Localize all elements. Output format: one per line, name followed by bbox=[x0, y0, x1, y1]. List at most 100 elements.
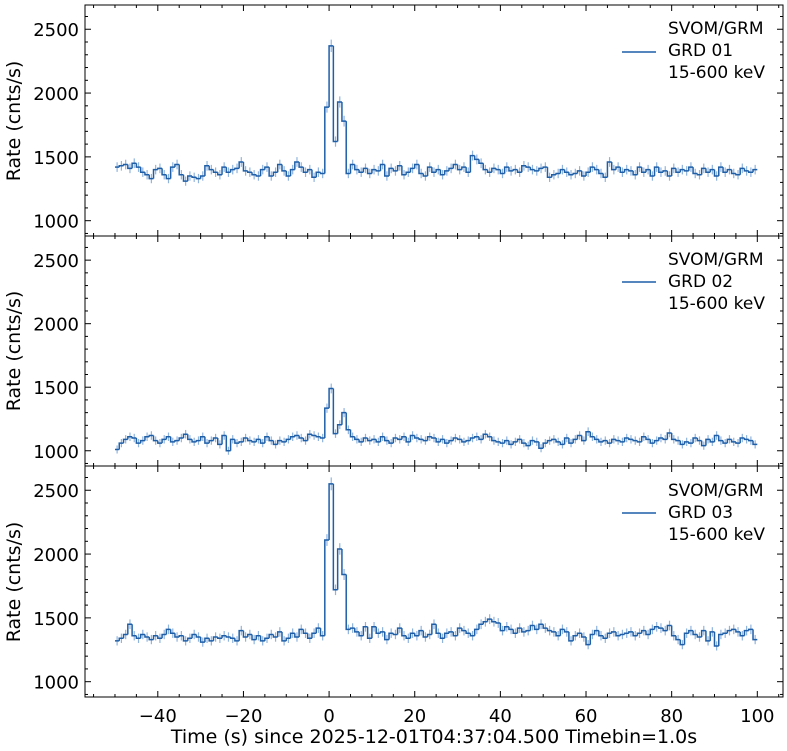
rate-bin-step bbox=[418, 164, 424, 175]
rate-bin-step bbox=[726, 168, 732, 173]
x-tick-label: 20 bbox=[403, 706, 426, 727]
legend: SVOM/GRM GRD 02 15-600 keV bbox=[622, 250, 765, 314]
rate-bin-step bbox=[259, 635, 265, 642]
legend-line-1: SVOM/GRM bbox=[668, 250, 764, 270]
rate-bin-step bbox=[482, 163, 488, 171]
rate-bin-step bbox=[246, 633, 253, 638]
rate-bin-step bbox=[747, 628, 754, 631]
rate-bin-step bbox=[503, 626, 509, 631]
rate-bin-step bbox=[392, 437, 398, 444]
rate-bin-step bbox=[572, 438, 578, 444]
rate-bin-step bbox=[268, 167, 274, 177]
rate-bin-step bbox=[735, 441, 741, 444]
rate-bin-step bbox=[666, 624, 672, 631]
rate-bin-step bbox=[709, 168, 715, 173]
rate-bin-step bbox=[204, 165, 210, 177]
rate-bin-step bbox=[422, 630, 428, 638]
rate-bin-step bbox=[589, 633, 595, 645]
rate-bin-step bbox=[538, 441, 544, 449]
rate-bin-step bbox=[366, 626, 372, 640]
rate-bin-step bbox=[521, 628, 527, 633]
rate-bin-step bbox=[568, 172, 574, 176]
rate-bin-step bbox=[122, 163, 128, 166]
rate-bin-step bbox=[705, 630, 711, 642]
rate-bin-step bbox=[264, 436, 270, 444]
rate-bin-step bbox=[576, 434, 582, 440]
rate-bin-step bbox=[319, 172, 325, 175]
y-tick-label: 2500 bbox=[33, 481, 79, 502]
rate-bin-step bbox=[418, 629, 424, 636]
rate-bin-step bbox=[658, 626, 664, 629]
rate-bin-step bbox=[199, 175, 205, 179]
rate-bin-step bbox=[606, 632, 612, 639]
rate-bin-step bbox=[135, 635, 141, 640]
rate-bin-step bbox=[491, 436, 497, 442]
panel-grd-02: Rate (cnts/s) SVOM/GRM GRD 02 15-600 keV… bbox=[3, 235, 784, 467]
rate-bin-step bbox=[610, 161, 616, 171]
rate-bin-step bbox=[602, 439, 608, 442]
y-tick-label: 2000 bbox=[33, 545, 79, 566]
rate-bin-step bbox=[658, 437, 664, 441]
rate-bin-step bbox=[131, 624, 137, 637]
rate-bin-step bbox=[345, 412, 351, 431]
rate-bin-step bbox=[379, 631, 385, 634]
rate-bin-step bbox=[384, 164, 390, 177]
rate-bin-step bbox=[242, 161, 248, 172]
rate-bin-step bbox=[576, 170, 582, 174]
rate-bin-step bbox=[306, 633, 312, 640]
rate-bin-step bbox=[371, 438, 377, 441]
rate-bin-step bbox=[242, 437, 248, 442]
rate-bin-step bbox=[276, 163, 282, 173]
rate-bin-step bbox=[456, 627, 462, 636]
rate-bin-step bbox=[649, 628, 655, 635]
rate-bin-step bbox=[354, 628, 360, 633]
rate-bin-step bbox=[495, 168, 501, 171]
rate-bin-step bbox=[216, 637, 223, 640]
rate-bin-step bbox=[178, 437, 184, 441]
rate-bin-step bbox=[499, 441, 505, 444]
rate-bin-step bbox=[199, 436, 205, 441]
rate-bin-step bbox=[593, 436, 599, 441]
rate-bin-step bbox=[178, 634, 184, 638]
rate-bin-step bbox=[529, 167, 535, 171]
rate-bin-step bbox=[311, 434, 317, 437]
rate-bin-step bbox=[619, 633, 625, 636]
rate-bin-step bbox=[598, 169, 604, 175]
rate-bin-step bbox=[187, 175, 193, 182]
rate-bin-step bbox=[683, 632, 689, 645]
rate-bin-step bbox=[362, 437, 368, 442]
rate-bin-step bbox=[675, 439, 681, 442]
rate-bin-step bbox=[495, 621, 501, 624]
rate-bin-step bbox=[508, 626, 514, 631]
legend-line-2: GRD 02 bbox=[668, 272, 733, 292]
rate-bin-step bbox=[118, 165, 124, 168]
rate-bin-step bbox=[182, 635, 188, 642]
rate-bin-step bbox=[336, 101, 342, 142]
rate-bin-step bbox=[405, 635, 411, 640]
rate-bin-step bbox=[324, 106, 330, 174]
rate-bin-step bbox=[726, 629, 732, 634]
rate-bin-step bbox=[696, 634, 702, 638]
rate-bin-step bbox=[234, 638, 240, 642]
rate-bin-step bbox=[555, 631, 561, 637]
rate-bin-step bbox=[204, 637, 210, 643]
y-tick-label: 1000 bbox=[33, 673, 79, 694]
rate-bin-step bbox=[208, 439, 214, 444]
rate-bin-step bbox=[722, 440, 728, 444]
rate-bin-step bbox=[225, 635, 231, 638]
rate-bin-step bbox=[324, 407, 330, 439]
rate-bin-step bbox=[272, 440, 278, 446]
x-tick-label: 80 bbox=[660, 706, 683, 727]
rate-bin-step bbox=[396, 438, 402, 441]
rate-bin-step bbox=[692, 167, 698, 175]
rate-bin-step bbox=[713, 631, 719, 647]
rate-bin-step bbox=[636, 632, 642, 636]
rate-bin-step bbox=[713, 434, 719, 442]
x-axis-label: Time (s) since 2025-12-01T04:37:04.500 T… bbox=[170, 726, 697, 748]
rate-bin-step bbox=[559, 441, 565, 446]
rate-bin-step bbox=[144, 436, 150, 441]
rate-bin-step bbox=[152, 168, 158, 179]
rate-bin-step bbox=[169, 166, 175, 179]
rate-bin-step bbox=[392, 168, 398, 172]
rate-bin-step bbox=[392, 633, 398, 636]
